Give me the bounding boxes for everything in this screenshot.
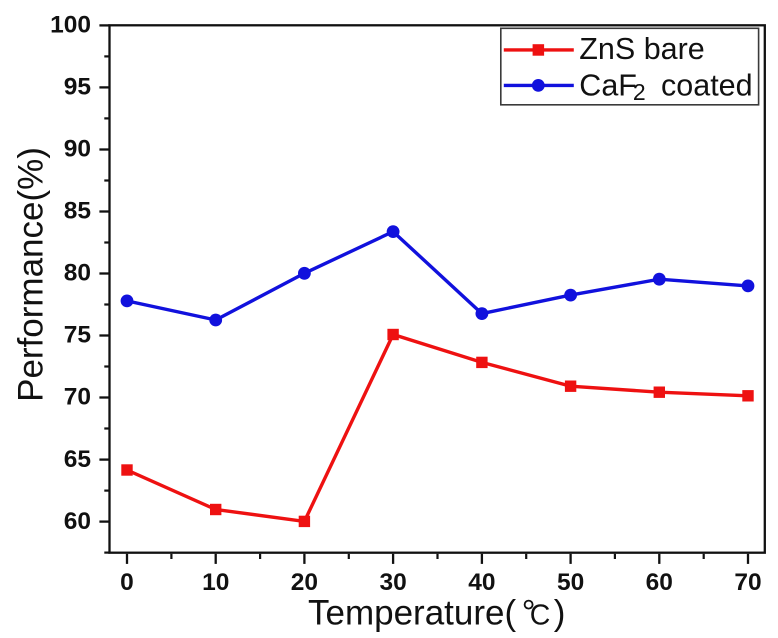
svg-text:75: 75 xyxy=(64,322,91,349)
svg-text:95: 95 xyxy=(64,74,91,101)
svg-text:60: 60 xyxy=(64,508,91,535)
svg-text:100: 100 xyxy=(50,12,91,39)
svg-text:80: 80 xyxy=(64,260,91,287)
svg-text:Performance(%): Performance(%) xyxy=(12,147,51,402)
svg-text:30: 30 xyxy=(379,569,406,596)
svg-text:Temperature(°C): Temperature(°C) xyxy=(308,593,565,632)
svg-text:50: 50 xyxy=(557,569,584,596)
svg-text:60: 60 xyxy=(646,569,673,596)
svg-text:40: 40 xyxy=(468,569,495,596)
svg-text:ZnS bare: ZnS bare xyxy=(579,32,704,66)
svg-text:10: 10 xyxy=(202,569,229,596)
svg-text:65: 65 xyxy=(64,446,91,473)
svg-text:85: 85 xyxy=(64,198,91,225)
svg-text:0: 0 xyxy=(120,569,134,596)
svg-text:20: 20 xyxy=(291,569,318,596)
svg-text:70: 70 xyxy=(734,569,761,596)
svg-text:70: 70 xyxy=(64,384,91,411)
svg-text:90: 90 xyxy=(64,136,91,163)
